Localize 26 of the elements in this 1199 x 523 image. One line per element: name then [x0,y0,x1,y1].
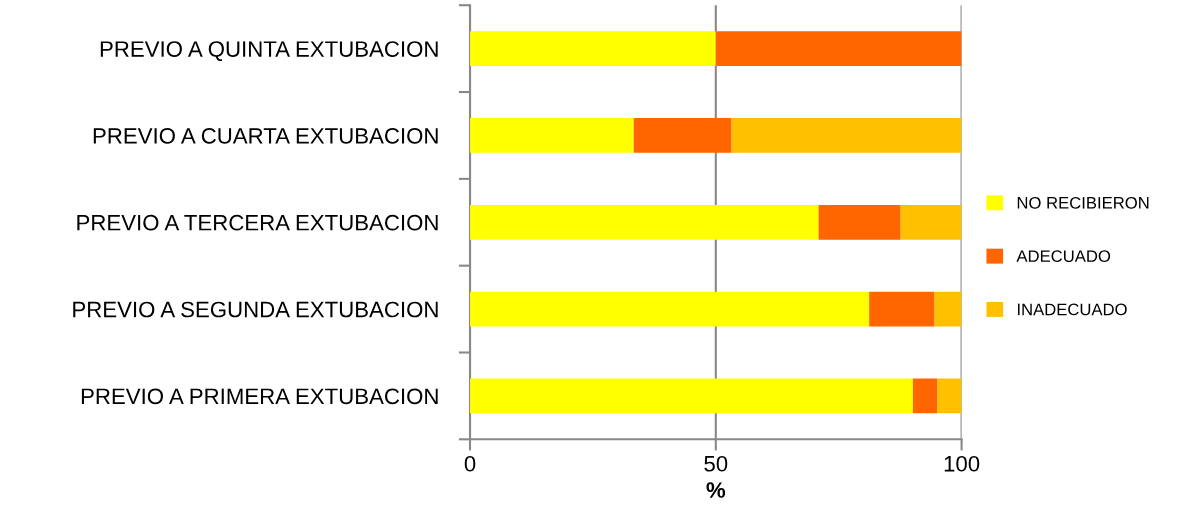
bar [470,118,634,153]
bar [912,378,938,414]
bar [470,291,870,327]
y-tick-label: PREVIO A QUINTA EXTUBACION [100,41,438,61]
legend-label: ADECUADO [1016,250,1111,263]
y-tick-label: PREVIO A SEGUNDA EXTUBACION [73,301,438,318]
bar [937,378,962,414]
legend-label: INADECUADO [1017,303,1127,316]
y-tick-label: PREVIO A TERCERA EXTUBACION [77,214,438,231]
y-tick-label: PREVIO A CUARTA EXTUBACION [93,127,438,144]
bar [731,118,962,153]
legend-label: NO RECIBIERON [1017,196,1149,209]
bar [470,31,716,66]
bar [818,204,901,240]
x-tick-label: 100 [944,455,980,472]
bar [869,291,935,327]
y-tick-label: PREVIO A PRIMERA EXTUBACION [81,388,438,405]
bar [633,118,732,153]
bar [470,204,819,240]
bar [934,291,962,327]
x-tick-label: 0 [464,455,476,472]
x-axis-title: % [706,482,726,498]
x-tick-label: 50 [704,455,728,472]
bar [900,204,962,240]
bar [715,31,962,66]
bar [470,378,913,414]
